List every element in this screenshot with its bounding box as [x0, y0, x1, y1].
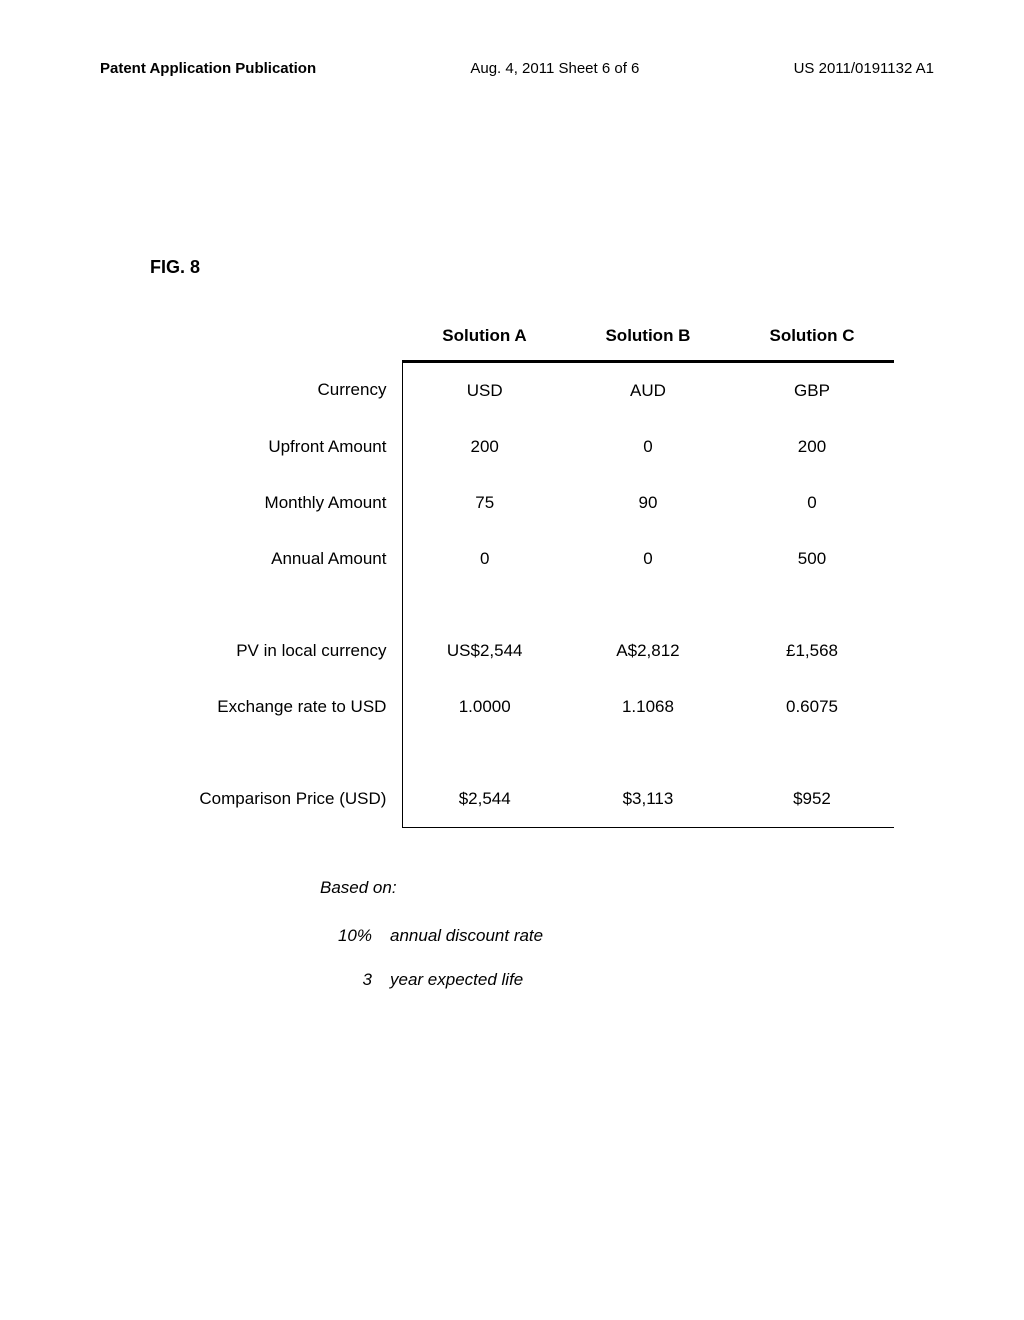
table-spacer	[150, 587, 894, 623]
cell: £1,568	[730, 623, 894, 679]
cell: 200	[403, 419, 566, 475]
header-publication: Patent Application Publication	[100, 60, 316, 77]
row-label-comparison-price: Comparison Price (USD)	[150, 771, 403, 828]
cell: US$2,544	[403, 623, 566, 679]
basis-desc: year expected life	[390, 970, 523, 990]
cell: $952	[730, 771, 894, 828]
row-label-exchange-rate: Exchange rate to USD	[150, 679, 403, 735]
basis-section: Based on: 10% annual discount rate 3 yea…	[150, 878, 894, 990]
comparison-table: Solution A Solution B Solution C Currenc…	[150, 308, 894, 828]
table-row: Comparison Price (USD) $2,544 $3,113 $95…	[150, 771, 894, 828]
header-patent-number: US 2011/0191132 A1	[794, 60, 934, 77]
basis-row: 10% annual discount rate	[320, 926, 894, 946]
col-header-solution-c: Solution C	[730, 308, 894, 362]
table-row: PV in local currency US$2,544 A$2,812 £1…	[150, 623, 894, 679]
header-date-sheet: Aug. 4, 2011 Sheet 6 of 6	[470, 60, 639, 77]
figure-label: FIG. 8	[150, 257, 894, 278]
cell: 0	[730, 475, 894, 531]
table-row: Annual Amount 0 0 500	[150, 531, 894, 587]
basis-row: 3 year expected life	[320, 970, 894, 990]
col-header-solution-a: Solution A	[403, 308, 566, 362]
page-header: Patent Application Publication Aug. 4, 2…	[100, 60, 934, 87]
table-spacer	[150, 735, 894, 771]
cell: AUD	[566, 362, 730, 420]
table-header-row: Solution A Solution B Solution C	[150, 308, 894, 362]
row-label-currency: Currency	[150, 362, 403, 420]
cell: 1.0000	[403, 679, 566, 735]
cell: 75	[403, 475, 566, 531]
cell: 0.6075	[730, 679, 894, 735]
row-label-upfront: Upfront Amount	[150, 419, 403, 475]
basis-title: Based on:	[320, 878, 894, 898]
basis-value: 3	[320, 970, 390, 990]
cell: 1.1068	[566, 679, 730, 735]
cell: GBP	[730, 362, 894, 420]
cell: 0	[403, 531, 566, 587]
col-header-solution-b: Solution B	[566, 308, 730, 362]
cell: USD	[403, 362, 566, 420]
cell: 500	[730, 531, 894, 587]
cell: 200	[730, 419, 894, 475]
cell: 90	[566, 475, 730, 531]
table-row: Currency USD AUD GBP	[150, 362, 894, 420]
col-header-empty	[150, 308, 403, 362]
table-row: Exchange rate to USD 1.0000 1.1068 0.607…	[150, 679, 894, 735]
cell: $3,113	[566, 771, 730, 828]
basis-desc: annual discount rate	[390, 926, 543, 946]
cell: 0	[566, 531, 730, 587]
table-row: Upfront Amount 200 0 200	[150, 419, 894, 475]
cell: A$2,812	[566, 623, 730, 679]
cell: 0	[566, 419, 730, 475]
cell: $2,544	[403, 771, 566, 828]
row-label-pv: PV in local currency	[150, 623, 403, 679]
row-label-annual: Annual Amount	[150, 531, 403, 587]
table-row: Monthly Amount 75 90 0	[150, 475, 894, 531]
basis-value: 10%	[320, 926, 390, 946]
row-label-monthly: Monthly Amount	[150, 475, 403, 531]
